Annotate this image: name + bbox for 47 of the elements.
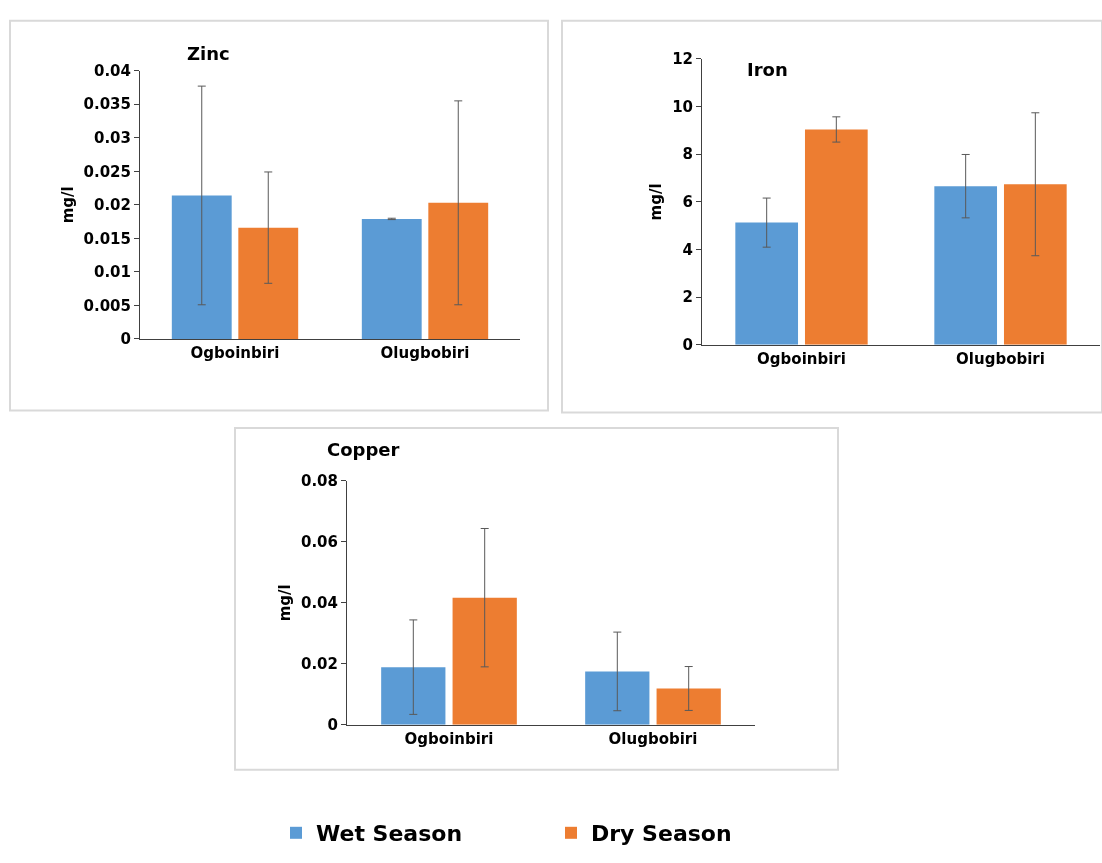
y-tick-label: 6: [682, 193, 693, 212]
bar: [804, 129, 868, 345]
chart-title: Copper: [327, 439, 400, 460]
x-tick-label: Olugbobiri: [956, 349, 1045, 368]
y-axis-title: mg/l: [58, 186, 77, 224]
y-tick-label: 10: [672, 97, 693, 116]
y-tick-label: 0.04: [300, 594, 338, 613]
y-tick-label: 4: [682, 240, 693, 259]
y-tick-label: 0.04: [93, 61, 131, 80]
y-tick-label: 0: [327, 716, 338, 735]
legend-label: Wet Season: [316, 821, 463, 847]
y-axis-title: mg/l: [276, 584, 295, 622]
y-tick-label: 0.005: [83, 296, 131, 315]
bar: [171, 195, 232, 339]
y-tick-label: 0.02: [93, 196, 131, 215]
y-tick-label: 0.08: [300, 472, 338, 491]
bar: [735, 222, 799, 345]
y-tick-label: 0: [682, 336, 693, 355]
bar: [585, 671, 650, 725]
bar: [381, 667, 446, 725]
x-tick-label: Ogboinbiri: [190, 343, 280, 362]
y-tick-label: 0.03: [93, 129, 131, 148]
x-tick-label: Ogboinbiri: [757, 349, 846, 368]
y-tick-label: 0.01: [93, 263, 131, 282]
bar: [238, 227, 299, 339]
chart-title: Iron: [747, 59, 788, 80]
bar: [1003, 184, 1067, 345]
x-tick-label: Olugbobiri: [608, 729, 698, 748]
legend-label: Dry Season: [591, 821, 732, 847]
y-tick-label: 8: [682, 145, 693, 164]
y-tick-label: 12: [672, 50, 693, 69]
x-tick-label: Ogboinbiri: [404, 729, 494, 748]
bar: [934, 186, 998, 345]
y-tick-label: 2: [682, 288, 693, 307]
y-tick-label: 0.02: [300, 655, 338, 674]
bar: [361, 218, 422, 339]
bar: [452, 597, 517, 725]
y-tick-label: 0: [120, 330, 131, 349]
y-tick-label: 0.025: [83, 162, 131, 181]
y-tick-label: 0.035: [83, 95, 131, 114]
chart-title: Zinc: [187, 43, 230, 64]
y-tick-label: 0.015: [83, 229, 131, 248]
y-tick-label: 0.06: [300, 533, 338, 552]
bar: [656, 688, 721, 725]
y-axis-title: mg/l: [647, 183, 666, 221]
bar: [428, 202, 489, 339]
x-tick-label: Olugbobiri: [380, 343, 470, 362]
